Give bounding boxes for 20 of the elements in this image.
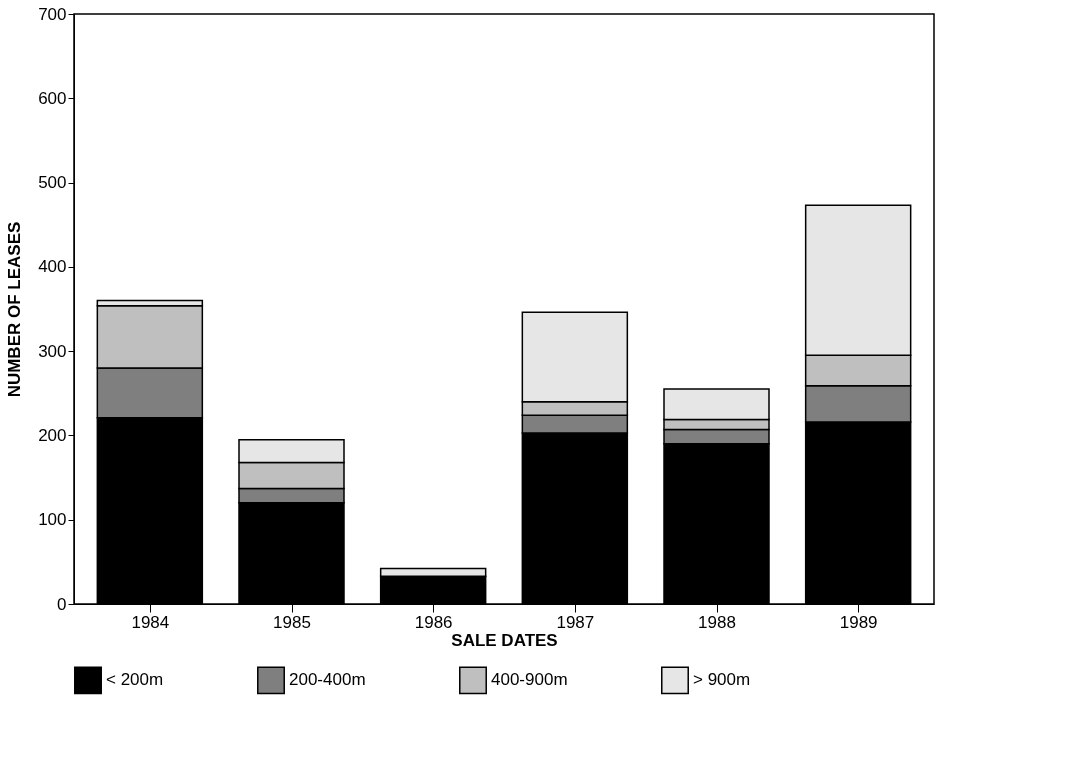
y-axis-title: NUMBER OF LEASES xyxy=(5,221,25,398)
y-tick-label: 600 xyxy=(38,88,67,108)
y-tick-label: 100 xyxy=(38,510,67,530)
x-tick-label: 1989 xyxy=(839,612,878,632)
legend-label: > 900m xyxy=(693,670,751,690)
legend-label: < 200m xyxy=(106,670,164,690)
y-tick-label: 200 xyxy=(38,425,67,445)
y-tick-label: 400 xyxy=(38,257,67,277)
x-axis-title: SALE DATES xyxy=(451,630,558,650)
y-tick-label: 300 xyxy=(38,341,67,361)
legend-label: 400-900m xyxy=(491,670,568,690)
y-tick-label: 0 xyxy=(57,594,67,614)
x-tick-label: 1984 xyxy=(131,612,170,632)
x-tick-label: 1985 xyxy=(273,612,311,632)
legend-label: 200-400m xyxy=(289,670,366,690)
x-tick-label: 1987 xyxy=(556,612,595,632)
x-tick-label: 1988 xyxy=(698,612,736,632)
y-tick-label: 500 xyxy=(38,173,67,193)
y-tick-label: 700 xyxy=(38,4,67,24)
x-tick-label: 1986 xyxy=(414,612,453,632)
